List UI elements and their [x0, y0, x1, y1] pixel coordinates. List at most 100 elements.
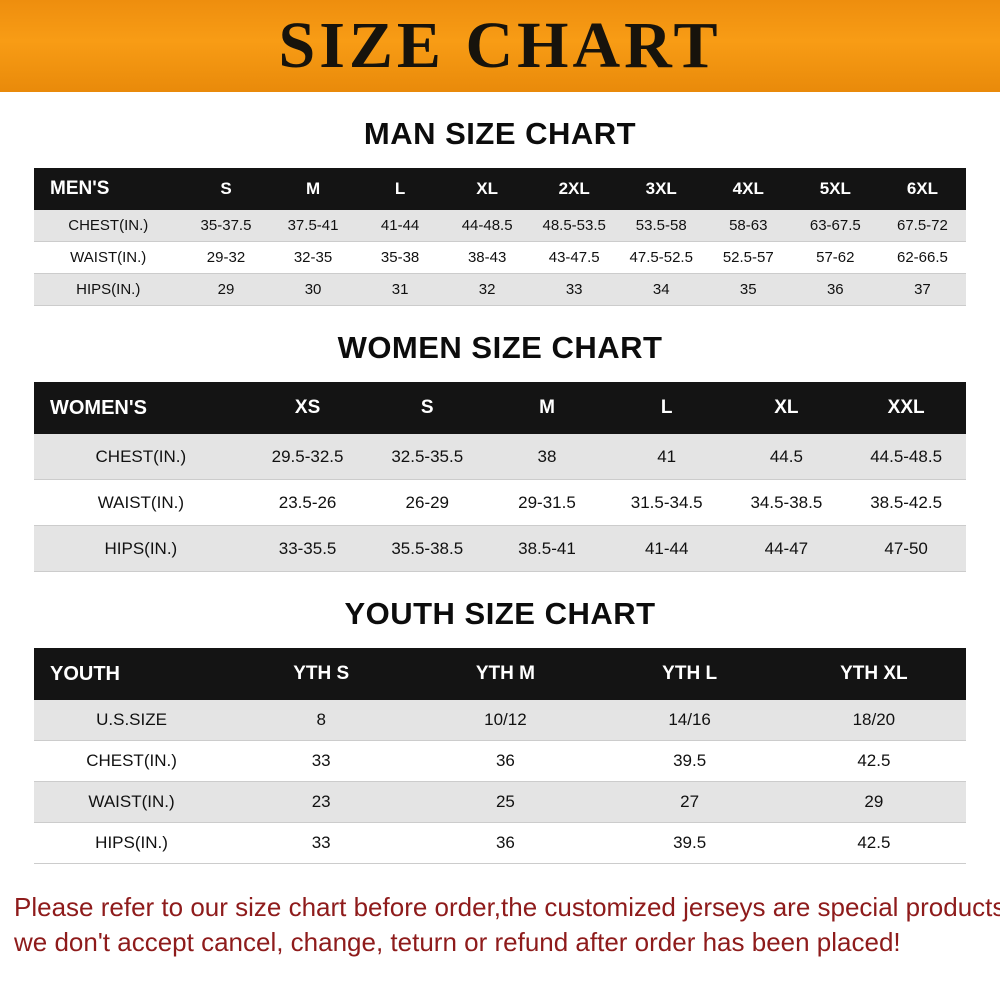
row-label-cell: U.S.SIZE — [34, 700, 230, 741]
size-column-header: 6XL — [878, 168, 966, 210]
measurement-value-cell: 44.5-48.5 — [846, 434, 966, 480]
measurement-value-cell: 8 — [229, 700, 414, 741]
measurement-value-cell: 35 — [704, 273, 792, 306]
measurement-value-cell: 29.5-32.5 — [247, 434, 368, 480]
youth-size-heading: YOUTH SIZE CHART — [344, 596, 656, 631]
row-label-cell: CHEST(IN.) — [34, 210, 183, 242]
measurement-value-cell: 62-66.5 — [878, 241, 966, 274]
measurement-value-cell: 52.5-57 — [704, 241, 792, 274]
measurement-value-cell: 30 — [269, 273, 357, 306]
size-column-header: M — [269, 168, 357, 210]
size-column-header: YTH M — [413, 648, 598, 700]
measurement-value-cell: 47.5-52.5 — [617, 241, 705, 274]
measurement-value-cell: 31.5-34.5 — [606, 479, 727, 526]
size-column-header: YTH XL — [781, 648, 966, 700]
measurement-value-cell: 25 — [413, 781, 598, 823]
measurement-value-cell: 32-35 — [269, 241, 357, 274]
table-row: CHEST(IN.) 29.5-32.5 32.5-35.5 38 41 44.5 44.5… — [34, 434, 966, 480]
table-row: HIPS(IN.) 33 36 39.5 42.5 — [34, 822, 966, 864]
measurement-value-cell: 41-44 — [356, 210, 444, 242]
measurement-value-cell: 37.5-41 — [269, 210, 357, 242]
measurement-value-cell: 29-32 — [182, 241, 270, 274]
measurement-value-cell: 39.5 — [597, 822, 782, 864]
size-column-header: YTH S — [229, 648, 414, 700]
size-column-header: 3XL — [617, 168, 705, 210]
size-column-header: 4XL — [704, 168, 792, 210]
measurement-value-cell: 58-63 — [704, 210, 792, 242]
measurement-value-cell: 33 — [229, 740, 414, 782]
measurement-value-cell: 38-43 — [443, 241, 531, 274]
table-title-cell: YOUTH — [34, 648, 230, 700]
table-header-row: WOMEN'S XS S M L XL XXL — [34, 382, 966, 434]
size-column-header: 5XL — [791, 168, 879, 210]
size-column-header: XXL — [846, 382, 966, 434]
measurement-value-cell: 37 — [878, 273, 966, 306]
measurement-value-cell: 44.5 — [726, 434, 847, 480]
row-label-cell: CHEST(IN.) — [34, 740, 230, 782]
size-column-header: L — [356, 168, 444, 210]
measurement-value-cell: 63-67.5 — [791, 210, 879, 242]
table-header-row: YOUTH YTH S YTH M YTH L YTH XL — [34, 648, 966, 700]
footer-disclaimer-line-1: Please refer to our size chart before or… — [14, 892, 1000, 922]
measurement-value-cell: 42.5 — [781, 822, 966, 864]
footer-disclaimer-line-2: we don't accept cancel, change, teturn o… — [14, 927, 901, 958]
measurement-value-cell: 23.5-26 — [247, 479, 368, 526]
measurement-value-cell: 36 — [413, 740, 598, 782]
measurement-value-cell: 43-47.5 — [530, 241, 618, 274]
measurement-value-cell: 29 — [781, 781, 966, 823]
size-column-header: XS — [247, 382, 368, 434]
measurement-value-cell: 53.5-58 — [617, 210, 705, 242]
measurement-value-cell: 38.5-42.5 — [846, 479, 966, 526]
size-column-header: XL — [726, 382, 847, 434]
measurement-value-cell: 41-44 — [606, 525, 727, 572]
row-label-cell: CHEST(IN.) — [34, 434, 248, 480]
row-label-cell: HIPS(IN.) — [34, 822, 230, 864]
measurement-value-cell: 47-50 — [846, 525, 966, 572]
size-column-header: S — [367, 382, 488, 434]
measurement-value-cell: 36 — [791, 273, 879, 306]
measurement-value-cell: 48.5-53.5 — [530, 210, 618, 242]
row-label-cell: WAIST(IN.) — [34, 241, 183, 274]
measurement-value-cell: 36 — [413, 822, 598, 864]
page-title: SIZE CHART — [278, 9, 722, 82]
measurement-value-cell: 23 — [229, 781, 414, 823]
measurement-value-cell: 27 — [597, 781, 782, 823]
women-size-heading: WOMEN SIZE CHART — [337, 330, 663, 365]
measurement-value-cell: 18/20 — [781, 700, 966, 741]
row-label-cell: HIPS(IN.) — [34, 525, 248, 572]
measurement-value-cell: 29-31.5 — [487, 479, 607, 526]
size-column-header: M — [487, 382, 607, 434]
mens-size-table: MEN'S S M L XL 2XL 3XL 4XL 5XL 6XL CHEST(IN.) 35-37… — [34, 168, 966, 306]
measurement-value-cell: 38.5-41 — [487, 525, 607, 572]
row-label-cell: WAIST(IN.) — [34, 479, 248, 526]
table-title-cell: WOMEN'S — [34, 382, 248, 434]
measurement-value-cell: 32.5-35.5 — [367, 434, 488, 480]
measurement-value-cell: 39.5 — [597, 740, 782, 782]
table-row: WAIST(IN.) 23.5-26 26-29 29-31.5 31.5-34.5 34… — [34, 479, 966, 526]
measurement-value-cell: 34.5-38.5 — [726, 479, 847, 526]
measurement-value-cell: 44-47 — [726, 525, 847, 572]
measurement-value-cell: 57-62 — [791, 241, 879, 274]
measurement-value-cell: 44-48.5 — [443, 210, 531, 242]
size-column-header: 2XL — [530, 168, 618, 210]
man-size-section: MAN SIZE CHART MEN'S S M L XL 2XL 3XL 4XL 5XL 6XL… — [0, 116, 1000, 306]
table-row: U.S.SIZE 8 10/12 14/16 18/20 — [34, 700, 966, 741]
measurement-value-cell: 10/12 — [413, 700, 598, 741]
table-row: CHEST(IN.) 33 36 39.5 42.5 — [34, 740, 966, 782]
man-size-heading: MAN SIZE CHART — [363, 116, 637, 151]
measurement-value-cell: 26-29 — [367, 479, 488, 526]
measurement-value-cell: 32 — [443, 273, 531, 306]
table-row: CHEST(IN.) 35-37.5 37.5-41 41-44 44-48.5 48.5… — [34, 210, 966, 242]
size-chart-banner: SIZE CHART — [0, 0, 1000, 92]
womens-size-table: WOMEN'S XS S M L XL XXL CHEST(IN.) 29.5-32.5 32.5… — [34, 382, 966, 572]
table-row: HIPS(IN.) 33-35.5 35.5-38.5 38.5-41 41-44 44-… — [34, 525, 966, 572]
measurement-value-cell: 33-35.5 — [247, 525, 368, 572]
size-column-header: YTH L — [597, 648, 782, 700]
measurement-value-cell: 35-38 — [356, 241, 444, 274]
youth-size-table: YOUTH YTH S YTH M YTH L YTH XL U.S.SIZE 8 10/12… — [34, 648, 966, 864]
measurement-value-cell: 33 — [229, 822, 414, 864]
measurement-value-cell: 35-37.5 — [182, 210, 270, 242]
measurement-value-cell: 29 — [182, 273, 270, 306]
table-row: WAIST(IN.) 23 25 27 29 — [34, 781, 966, 823]
size-column-header: S — [182, 168, 270, 210]
